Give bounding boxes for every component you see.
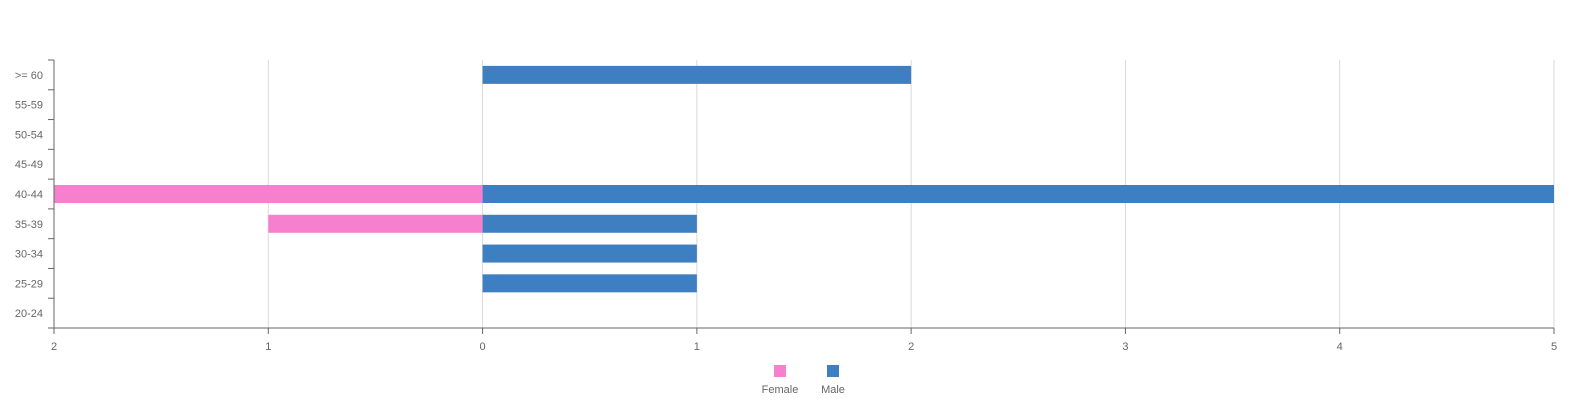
legend-label-female: Female bbox=[761, 384, 799, 396]
x-tick-label: 2 bbox=[51, 341, 57, 353]
legend: Female Male bbox=[0, 362, 1584, 402]
x-tick-label: 3 bbox=[1122, 341, 1128, 353]
bar-male-40-44[interactable] bbox=[482, 185, 1555, 203]
y-tick-label: 40-44 bbox=[15, 189, 43, 201]
y-tick-label: 30-34 bbox=[15, 249, 43, 261]
x-tick-label: 4 bbox=[1337, 341, 1343, 353]
x-tick-label: 5 bbox=[1551, 341, 1557, 353]
y-tick-label: 45-49 bbox=[15, 159, 43, 171]
x-tick-label: 1 bbox=[694, 341, 700, 353]
bar-female-35-39[interactable] bbox=[268, 214, 483, 233]
legend-item-male[interactable]: Male bbox=[798, 362, 868, 396]
bar-male-25-29[interactable] bbox=[482, 274, 697, 293]
y-tick-label: 20-24 bbox=[15, 308, 43, 320]
bar-male-30-34[interactable] bbox=[482, 244, 697, 263]
legend-label-male: Male bbox=[821, 384, 845, 396]
y-tick-label: 50-54 bbox=[15, 129, 43, 141]
chart-svg: 20-24 25-29 30-34 35-39 40-44 45-49 50-54 55-59… bbox=[15, 59, 1557, 353]
x-tick-label: 2 bbox=[908, 341, 914, 353]
x-tick-label: 1 bbox=[265, 341, 271, 353]
y-tick-label: 55-59 bbox=[15, 100, 43, 112]
y-tick-label: 25-29 bbox=[15, 278, 43, 290]
bar-male-60[interactable] bbox=[482, 65, 912, 84]
legend-swatch-female bbox=[774, 365, 786, 377]
bar-layer bbox=[54, 65, 1555, 293]
x-tick-label: 0 bbox=[480, 341, 486, 353]
legend-swatch-male bbox=[827, 365, 839, 377]
y-tick-label: 35-39 bbox=[15, 219, 43, 231]
axis-layer: 20-24 25-29 30-34 35-39 40-44 45-49 50-54 55-59… bbox=[15, 59, 1557, 353]
bar-female-40-44[interactable] bbox=[54, 185, 483, 203]
bar-male-35-39[interactable] bbox=[482, 214, 697, 233]
y-tick-label: >= 60 bbox=[15, 70, 43, 82]
legend-item-female[interactable]: Female bbox=[745, 362, 815, 396]
